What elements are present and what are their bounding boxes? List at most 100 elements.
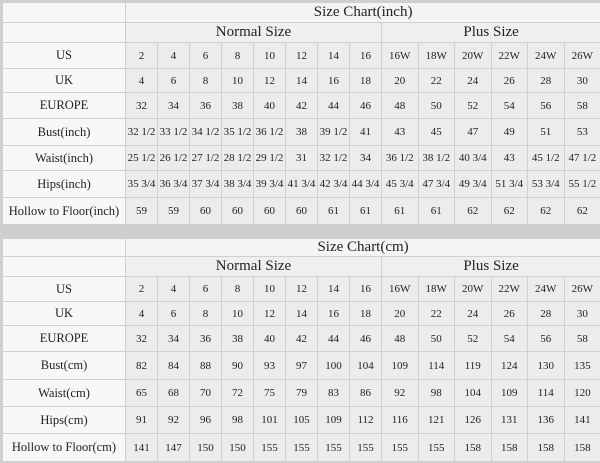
plus-size-cell: 24W	[527, 42, 565, 69]
normal-size-cell: 18	[349, 68, 382, 93]
normal-size-cell: 29 1/2	[253, 145, 286, 171]
plus-size-cell: 22	[417, 68, 455, 93]
plus-size-cell: 155	[381, 433, 419, 462]
normal-size-cell: 10	[253, 42, 286, 69]
normal-size-cell: 155	[317, 433, 350, 462]
plus-size-cell: 20W	[454, 276, 492, 302]
normal-size-cell: 141	[125, 433, 158, 462]
normal-size-cell: 155	[285, 433, 318, 462]
plus-size-cell: 49 3/4	[454, 170, 492, 198]
normal-size-cell: 97	[285, 351, 318, 380]
plus-size-cell: 61	[417, 197, 455, 225]
table-row: US 2 4 6 8 10 12 14 16 16W 18W 20W 22W 24W 26W	[2, 42, 600, 69]
normal-size-cell: 90	[221, 351, 254, 380]
normal-size-cell: 25 1/2	[125, 145, 158, 171]
plus-size-cell: 51 3/4	[490, 170, 528, 198]
plus-size-cell: 119	[454, 351, 492, 380]
normal-size-cell: 59	[125, 197, 158, 225]
normal-size-cell: 72	[221, 379, 254, 407]
normal-size-cell: 150	[221, 433, 254, 462]
plus-size-cell: 135	[563, 351, 600, 380]
plus-size-cell: 26W	[563, 276, 600, 302]
plus-size-cell: 36 1/2	[381, 145, 419, 171]
normal-size-cell: 46	[349, 325, 382, 352]
normal-size-cell: 14	[285, 68, 318, 93]
plus-size-cell: 22	[417, 301, 455, 326]
normal-size-cell: 60	[221, 197, 254, 225]
normal-size-cell: 6	[189, 276, 222, 302]
plus-size-cell: 26W	[563, 42, 600, 69]
table-row: Hollow to Floor(cm) 141 147 150 150 155 155 155…	[2, 433, 600, 462]
plus-size-cell: 92	[381, 379, 419, 407]
plus-size-cell: 16W	[381, 42, 419, 69]
normal-size-cell: 12	[253, 301, 286, 326]
normal-size-cell: 34	[349, 145, 382, 171]
plus-size-cell: 158	[454, 433, 492, 462]
normal-size-cell: 41	[349, 118, 382, 146]
normal-size-cell: 6	[157, 301, 190, 326]
normal-size-cell: 61	[349, 197, 382, 225]
normal-size-cell: 37 3/4	[189, 170, 222, 198]
plus-size-cell: 61	[381, 197, 419, 225]
table-row: UK 4 6 8 10 12 14 16 18 20 22 24 26 28 30	[2, 301, 600, 326]
normal-size-cell: 59	[157, 197, 190, 225]
normal-size-cell: 32	[125, 92, 158, 119]
plus-size-cell: 55 1/2	[563, 170, 600, 198]
normal-size-cell: 39 3/4	[253, 170, 286, 198]
normal-size-cell: 42	[285, 92, 318, 119]
normal-size-cell: 16	[349, 276, 382, 302]
table-row: Hollow to Floor(inch) 59 59 60 60 60 60 61 61 61 6…	[2, 197, 600, 225]
table-row: Waist(cm) 65 68 70 72 75 79 83 86 92 98 104 109 114 12…	[2, 379, 600, 407]
normal-size-cell: 2	[125, 42, 158, 69]
normal-size-cell: 155	[349, 433, 382, 462]
normal-size-header: Normal Size	[125, 256, 382, 277]
plus-size-cell: 130	[527, 351, 565, 380]
normal-size-cell: 16	[317, 301, 350, 326]
plus-size-cell: 38 1/2	[417, 145, 455, 171]
normal-size-cell: 4	[125, 68, 158, 93]
plus-size-cell: 45 3/4	[381, 170, 419, 198]
table-row: Bust(inch) 32 1/2 33 1/2 34 1/2 35 1/2 36 1/2…	[2, 118, 600, 146]
normal-size-cell: 32	[125, 325, 158, 352]
normal-size-cell: 61	[317, 197, 350, 225]
table-row: Hips(inch) 35 3/4 36 3/4 37 3/4 38 3/4 39 3/4…	[2, 170, 600, 198]
normal-size-cell: 82	[125, 351, 158, 380]
plus-size-cell: 45	[417, 118, 455, 146]
plus-size-cell: 45 1/2	[527, 145, 565, 171]
plus-size-cell: 50	[417, 325, 455, 352]
normal-size-cell: 8	[189, 68, 222, 93]
table-row: EUROPE 32 34 36 38 40 42 44 46 48 50 52 54 56 58	[2, 92, 600, 119]
plus-size-cell: 28	[527, 301, 565, 326]
normal-size-cell: 46	[349, 92, 382, 119]
table-row: Bust(cm) 82 84 88 90 93 97 100 104 109 114 119 124 13…	[2, 351, 600, 380]
normal-size-cell: 40	[253, 325, 286, 352]
plus-size-cell: 136	[527, 406, 565, 434]
normal-size-cell: 36	[189, 92, 222, 119]
plus-size-cell: 114	[417, 351, 455, 380]
normal-size-cell: 8	[221, 276, 254, 302]
plus-size-cell: 40 3/4	[454, 145, 492, 171]
normal-size-cell: 14	[317, 276, 350, 302]
plus-size-cell: 109	[381, 351, 419, 380]
row-label: Hips(cm)	[2, 406, 126, 434]
normal-size-cell: 34	[157, 325, 190, 352]
plus-size-header: Plus Size	[380, 22, 600, 43]
normal-size-cell: 44	[317, 325, 350, 352]
normal-size-cell: 14	[285, 301, 318, 326]
normal-size-cell: 40	[253, 92, 286, 119]
normal-size-cell: 44 3/4	[349, 170, 382, 198]
normal-size-cell: 155	[253, 433, 286, 462]
normal-size-cell: 16	[349, 42, 382, 69]
table-row: US 2 4 6 8 10 12 14 16 16W 18W 20W 22W 24W 26W	[2, 276, 600, 302]
normal-size-cell: 101	[253, 406, 286, 434]
plus-size-cell: 158	[527, 433, 565, 462]
normal-size-cell: 38 3/4	[221, 170, 254, 198]
plus-size-cell: 47	[454, 118, 492, 146]
row-label: Hollow to Floor(inch)	[2, 197, 126, 225]
plus-size-cell: 158	[563, 433, 600, 462]
normal-size-cell: 84	[157, 351, 190, 380]
row-label: US	[2, 42, 126, 69]
plus-size-cell: 120	[563, 379, 600, 407]
normal-size-cell: 26 1/2	[157, 145, 190, 171]
normal-size-cell: 60	[285, 197, 318, 225]
